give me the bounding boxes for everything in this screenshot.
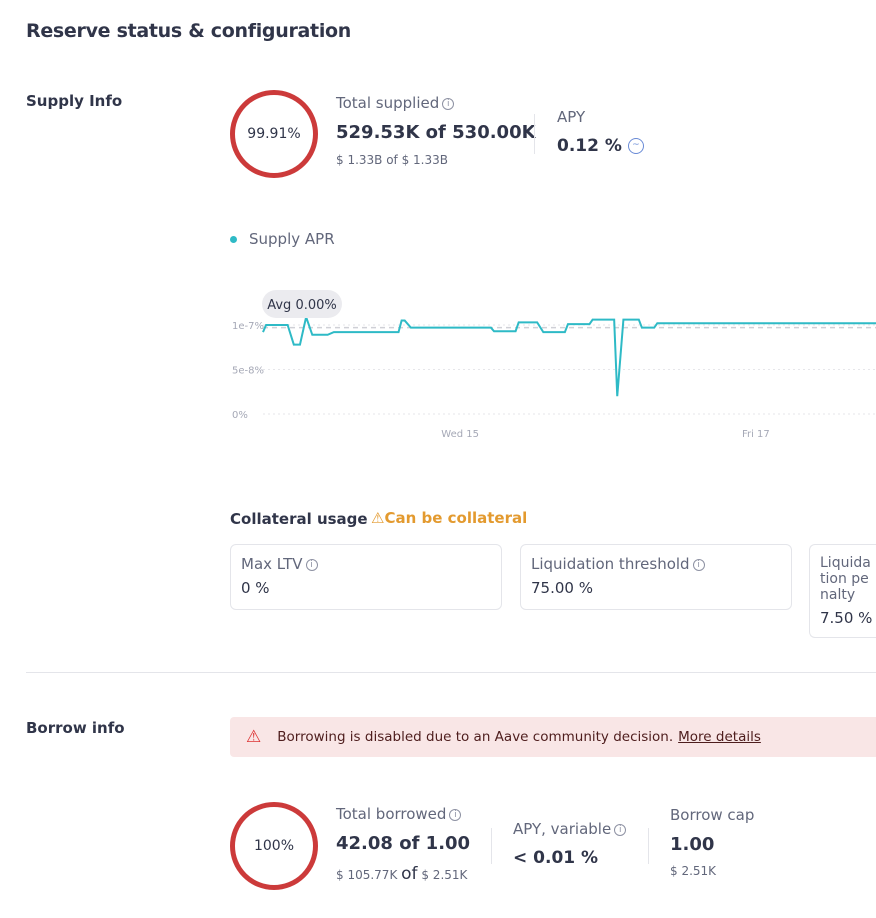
supply-apr-chart: 0% 5e-8% 1e-7% Wed 15 Fri 17 Avg 0.00%	[232, 290, 876, 440]
divider	[534, 114, 535, 154]
y-tick-label: 1e-7%	[232, 321, 264, 332]
x-tick-label: Fri 17	[742, 429, 770, 440]
more-details-link[interactable]: More details	[678, 729, 761, 745]
info-icon[interactable]: i	[442, 97, 455, 110]
section-divider	[26, 672, 876, 673]
apy-label: APY	[557, 108, 586, 126]
supply-utilization: 99.91%	[247, 126, 301, 142]
borrow-cap-usd: $ 2.51K	[670, 864, 717, 878]
divider	[648, 828, 649, 864]
total-borrowed-label: Total borrowed i	[336, 805, 462, 823]
borrow-info-label: Borrow info	[26, 719, 125, 737]
y-tick-label: 5e-8%	[232, 366, 264, 377]
page-title: Reserve status & configuration	[26, 20, 352, 42]
max-ltv-card: Max LTV i 0 %	[230, 544, 502, 610]
apy-variable-value: < 0.01 %	[513, 848, 599, 868]
average-badge	[262, 290, 342, 318]
legend-dot	[230, 236, 237, 243]
divider	[491, 828, 492, 864]
total-supplied-usd: $ 1.33B of $ 1.33B	[336, 153, 448, 167]
supply-utilization-ring: 99.91%	[230, 90, 318, 178]
apy-history-icon[interactable]: ~	[627, 138, 644, 154]
borrow-disabled-alert: ⚠ Borrowing is disabled due to an Aave co…	[230, 717, 876, 757]
warning-icon: ⚠	[371, 509, 385, 527]
alert-icon: ⚠	[246, 727, 262, 747]
total-borrowed-usd: $ 105.77K of $ 2.51K	[336, 864, 468, 884]
apy-variable-label: APY, variable i	[513, 820, 627, 838]
liquidation-penalty-card: Liquidation penalty 7.50 %	[809, 544, 876, 638]
info-icon[interactable]: i	[614, 823, 627, 836]
collateral-status: ⚠Can be collateral	[371, 509, 528, 527]
collateral-usage-label: Collateral usage	[230, 510, 368, 528]
x-tick-label: Wed 15	[441, 429, 479, 440]
liquidation-threshold-card: Liquidation threshold i 75.00 %	[520, 544, 792, 610]
supply-apr-line	[262, 313, 876, 397]
total-borrowed-value: 42.08 of 1.00	[336, 833, 471, 854]
total-supplied-label: Total supplied i	[336, 94, 455, 112]
borrow-cap-value: 1.00	[670, 834, 715, 855]
borrow-utilization: 100%	[253, 838, 295, 854]
borrow-cap-label: Borrow cap	[670, 806, 755, 824]
average-label: Avg 0.00%	[267, 298, 337, 313]
total-supplied-value: 529.53K of 530.00K	[336, 122, 536, 143]
y-tick-label: 0%	[232, 410, 248, 421]
info-icon[interactable]: i	[449, 808, 462, 821]
borrow-utilization-ring: 100%	[230, 802, 318, 890]
apy-value: 0.12 % ~	[557, 136, 644, 156]
info-icon[interactable]: i	[305, 558, 318, 571]
chart-legend: Supply APR	[230, 230, 335, 248]
supply-info-label: Supply Info	[26, 92, 123, 110]
info-icon[interactable]: i	[692, 558, 705, 571]
